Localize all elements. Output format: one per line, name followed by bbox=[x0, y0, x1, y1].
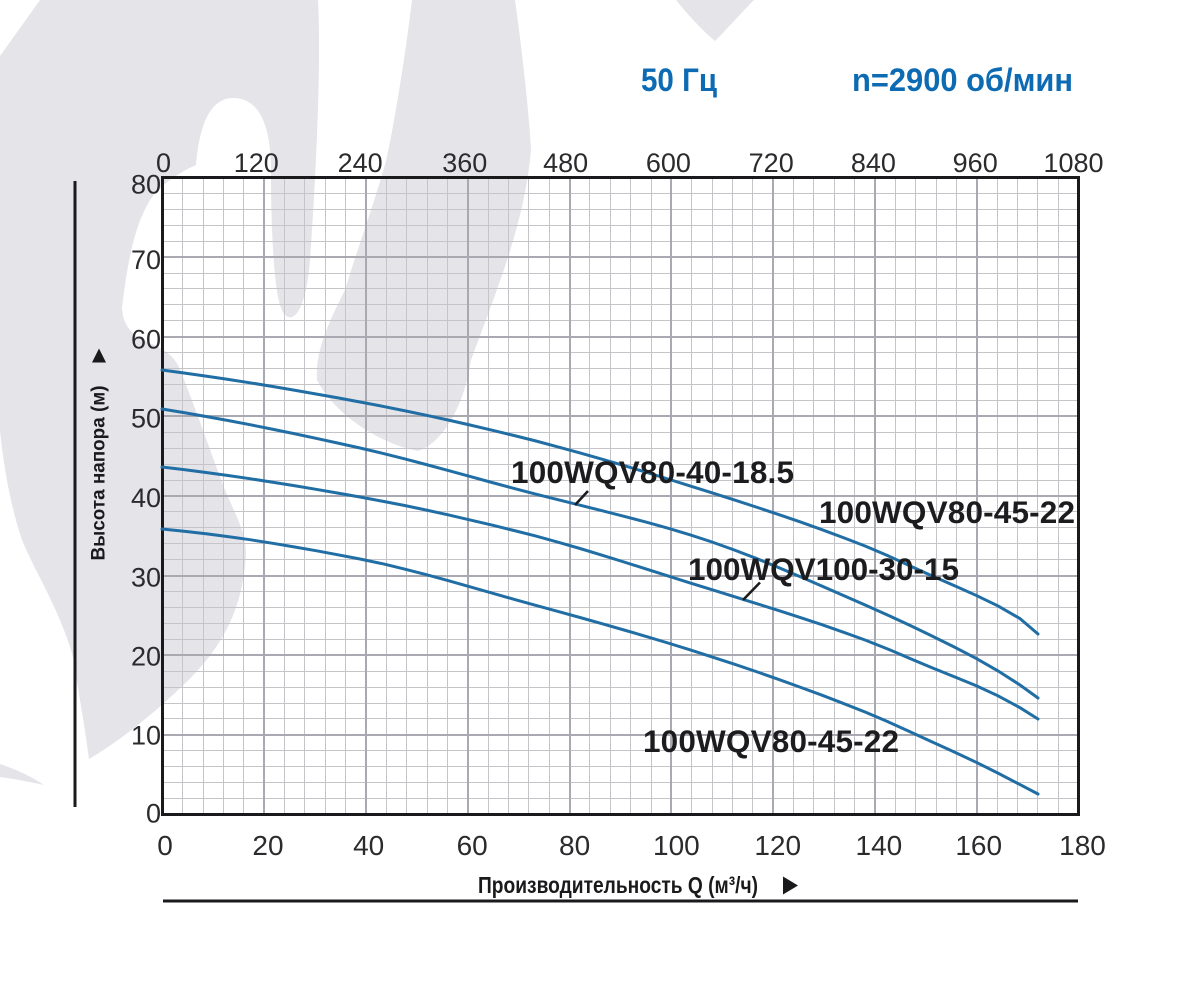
svg-text:480: 480 bbox=[543, 148, 588, 178]
svg-text:80: 80 bbox=[131, 169, 161, 199]
svg-text:0: 0 bbox=[157, 830, 173, 861]
svg-text:40: 40 bbox=[353, 830, 384, 861]
svg-text:100WQV100-30-15: 100WQV100-30-15 bbox=[688, 551, 959, 587]
svg-text:0: 0 bbox=[146, 798, 161, 828]
svg-text:70: 70 bbox=[131, 245, 161, 275]
svg-text:10: 10 bbox=[131, 721, 161, 751]
svg-text:1080: 1080 bbox=[1043, 148, 1103, 178]
svg-text:100WQV80-45-22: 100WQV80-45-22 bbox=[643, 723, 899, 759]
svg-text:120: 120 bbox=[754, 830, 801, 861]
svg-text:840: 840 bbox=[851, 148, 896, 178]
svg-text:240: 240 bbox=[338, 148, 383, 178]
svg-text:60: 60 bbox=[457, 830, 488, 861]
svg-text:n=2900 об/мин: n=2900 об/мин bbox=[852, 62, 1073, 98]
svg-text:100WQV80-45-22: 100WQV80-45-22 bbox=[819, 494, 1075, 530]
svg-text:20: 20 bbox=[252, 830, 283, 861]
svg-text:20: 20 bbox=[131, 642, 161, 672]
svg-text:120: 120 bbox=[234, 148, 279, 178]
svg-text:360: 360 bbox=[442, 148, 487, 178]
svg-text:180: 180 bbox=[1059, 830, 1106, 861]
svg-text:50 Гц: 50 Гц bbox=[641, 62, 717, 98]
svg-text:960: 960 bbox=[953, 148, 998, 178]
svg-text:600: 600 bbox=[646, 148, 691, 178]
svg-text:Производительность Q (м³/ч): Производительность Q (м³/ч) bbox=[478, 872, 758, 898]
svg-text:Высота напора (м): Высота напора (м) bbox=[89, 386, 110, 561]
svg-text:80: 80 bbox=[559, 830, 590, 861]
svg-text:140: 140 bbox=[856, 830, 903, 861]
svg-text:40: 40 bbox=[131, 483, 161, 513]
svg-text:100: 100 bbox=[653, 830, 700, 861]
svg-text:720: 720 bbox=[749, 148, 794, 178]
svg-text:160: 160 bbox=[955, 830, 1002, 861]
svg-text:50: 50 bbox=[131, 404, 161, 434]
svg-text:100WQV80-40-18.5: 100WQV80-40-18.5 bbox=[511, 454, 794, 490]
svg-text:60: 60 bbox=[131, 325, 161, 355]
svg-text:0: 0 bbox=[156, 148, 171, 178]
svg-text:30: 30 bbox=[131, 562, 161, 592]
